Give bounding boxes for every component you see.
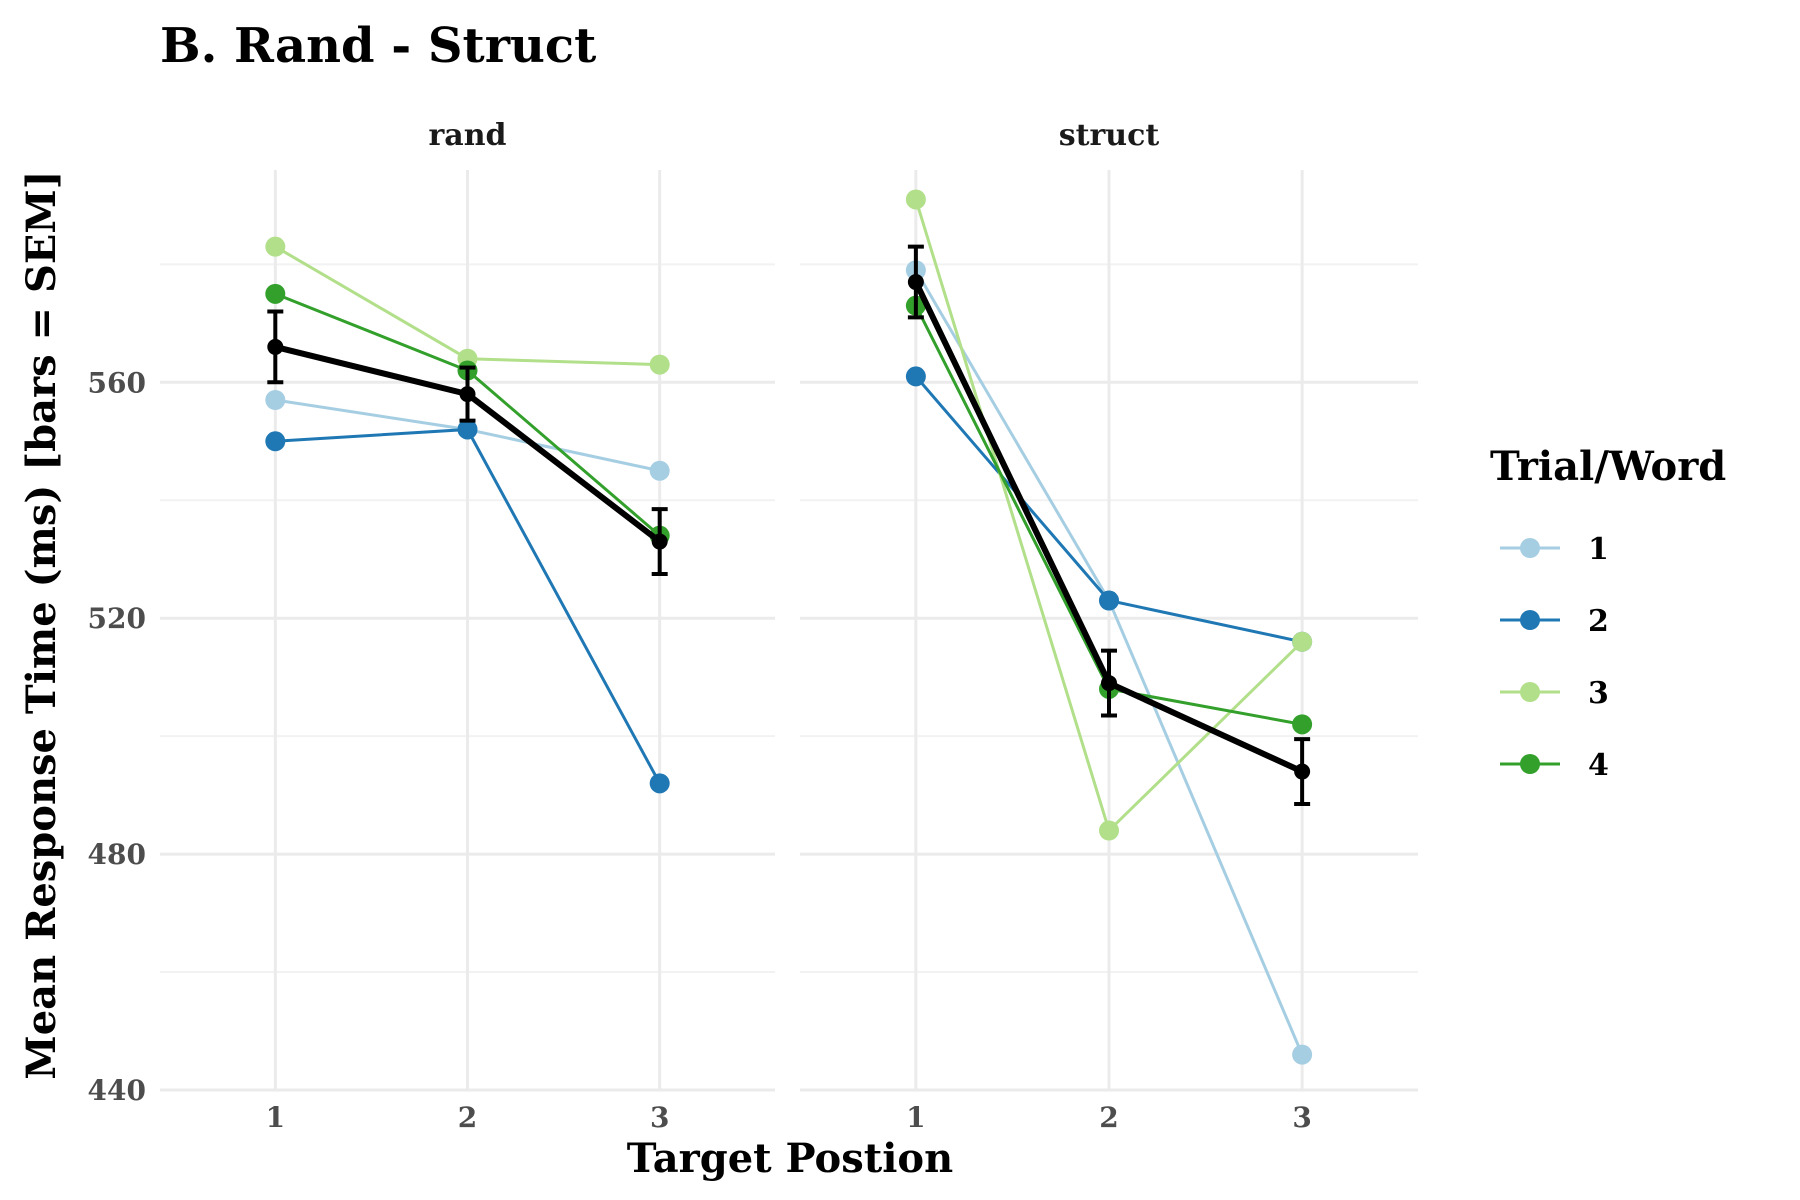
legend-key-point xyxy=(1520,682,1540,702)
series-point-1 xyxy=(649,460,670,481)
mean-point xyxy=(1294,763,1311,780)
legend-label: 4 xyxy=(1588,748,1609,783)
x-tick-label: 1 xyxy=(906,1101,925,1134)
x-tick-label: 2 xyxy=(1099,1101,1118,1134)
series-point-2 xyxy=(1099,590,1119,611)
x-tick-label: 1 xyxy=(266,1101,285,1134)
y-tick-label: 440 xyxy=(88,1074,146,1107)
series-point-3 xyxy=(649,354,670,375)
legend-label: 3 xyxy=(1588,676,1609,711)
legend-key-point xyxy=(1520,610,1540,630)
legend-item-1: 1 xyxy=(1500,532,1609,567)
series-point-4 xyxy=(265,283,286,304)
facet-label-rand: rand xyxy=(428,118,506,153)
chart-title: B. Rand - Struct xyxy=(160,18,596,74)
x-axis-title: Target Postion xyxy=(627,1135,953,1182)
series-point-2 xyxy=(457,419,478,440)
y-tick-label: 560 xyxy=(88,366,146,399)
series-point-3 xyxy=(1292,631,1313,652)
facet-label-struct: struct xyxy=(1059,118,1160,153)
legend-item-2: 2 xyxy=(1500,604,1609,639)
panel-struct: struct 1 2 3 xyxy=(800,118,1418,1134)
series-point-1 xyxy=(265,390,286,410)
legend: Trial/Word 1 2 3 4 xyxy=(1490,443,1726,783)
series-point-1 xyxy=(1292,1044,1313,1065)
y-tick-label: 520 xyxy=(88,602,146,635)
legend-key-point xyxy=(1520,754,1540,774)
legend-item-4: 4 xyxy=(1500,748,1609,783)
series-point-2 xyxy=(905,366,926,387)
y-axis-title: Mean Response Time (ms) [bars = SEM] xyxy=(18,170,65,1079)
series-point-3 xyxy=(1099,820,1119,841)
legend-key-point xyxy=(1520,538,1540,558)
x-tick-label: 2 xyxy=(458,1101,477,1134)
legend-title: Trial/Word xyxy=(1490,443,1726,490)
mean-point xyxy=(267,338,284,355)
mean-point xyxy=(459,386,476,403)
legend-label: 1 xyxy=(1588,532,1609,567)
mean-point xyxy=(1101,675,1117,692)
panels: rand 1 2 3 440 480 520 560 struct 1 2 3 xyxy=(88,118,1418,1134)
mean-point xyxy=(907,274,924,291)
legend-item-3: 3 xyxy=(1500,676,1609,711)
series-point-2 xyxy=(265,431,286,452)
legend-label: 2 xyxy=(1588,604,1609,639)
mean-point xyxy=(651,533,668,550)
series-point-4 xyxy=(1292,714,1313,735)
series-point-2 xyxy=(649,773,670,794)
x-tick-label: 3 xyxy=(1292,1101,1311,1134)
y-tick-label: 480 xyxy=(88,838,146,871)
series-point-3 xyxy=(265,236,286,257)
series-point-3 xyxy=(905,189,926,210)
panel-rand: rand 1 2 3 440 480 520 560 xyxy=(88,118,775,1134)
x-tick-label: 3 xyxy=(650,1101,669,1134)
